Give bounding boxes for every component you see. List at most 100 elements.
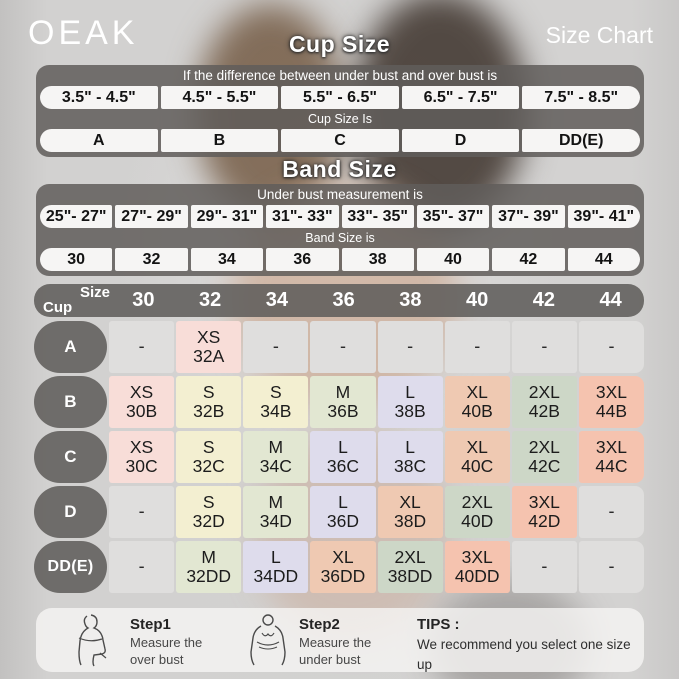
matrix-cell: 2XL 38DD	[377, 541, 443, 593]
matrix-cell: XL 40B	[444, 376, 510, 428]
matrix-cell: 2XL 42C	[511, 431, 577, 483]
step1-title: Step1	[130, 616, 171, 633]
band-value-cell: 40	[416, 248, 490, 271]
matrix-cell-band: 34C	[259, 456, 292, 476]
band-size-table: Under bust measurement is 25"- 27" 27"- 2…	[36, 184, 644, 276]
matrix-cell-size: L	[338, 491, 348, 512]
band-value-cell: 32	[115, 248, 188, 271]
matrix-cell-size: 2XL	[394, 546, 426, 567]
band-size-title: Band Size	[282, 156, 397, 182]
matrix-row-label: DD(E)	[34, 541, 107, 593]
matrix-cell-size: XL	[399, 491, 421, 512]
matrix-cell-band: 38B	[394, 401, 426, 421]
matrix-cell: 2XL 42B	[511, 376, 577, 428]
matrix-cell: M 32DD	[176, 541, 242, 593]
band-range-cell: 31"- 33"	[266, 205, 339, 228]
matrix-cell: -	[511, 321, 577, 373]
cup-value-cell: D	[401, 129, 520, 152]
cup-range-cell: 4.5" - 5.5"	[160, 86, 279, 109]
cup-value-row: A B C D DD(E)	[36, 129, 644, 152]
matrix-cell-band: 32C	[192, 456, 225, 476]
matrix-cell: M 34C	[243, 431, 309, 483]
tips-line1: We recommend you select one size up	[417, 637, 631, 673]
cup-value-cell: C	[281, 129, 399, 152]
matrix-cell-band: 30C	[125, 456, 158, 476]
matrix-row: D - S 32D M 34D L 36D XL 38D 2XL 40D 3XL 42D -	[34, 486, 644, 538]
matrix-cell: L 38B	[377, 376, 443, 428]
matrix-cell: -	[444, 321, 510, 373]
matrix-cell: -	[109, 541, 175, 593]
band-value-cell: 30	[40, 248, 113, 271]
matrix-cell-size: M	[335, 381, 351, 402]
matrix-cell-size: 2XL	[461, 491, 493, 512]
matrix-row: DD(E) - M 32DD L 34DD XL 36DD 2XL 38DD 3XL 40DD - -	[34, 541, 644, 593]
step2-title: Step2	[299, 616, 340, 633]
matrix-cell: S 32B	[176, 376, 242, 428]
matrix-cell-band: 44B	[595, 401, 627, 421]
band-range-cell: 27"- 29"	[115, 205, 188, 228]
matrix-cell-size: XS	[197, 326, 221, 347]
matrix-cell: -	[578, 321, 644, 373]
step1-line2: over bust	[130, 651, 184, 667]
matrix-cell-size: XL	[466, 436, 488, 457]
matrix-cell-band: 34D	[259, 511, 292, 531]
matrix-cell: -	[511, 541, 577, 593]
matrix-cell-band: 42D	[528, 511, 561, 531]
matrix-row: B XS 30B S 32B S 34B M 36B L 38B XL 40B 2XL 42B 3XL 44B	[34, 376, 644, 428]
matrix-cell-band: 38DD	[387, 566, 433, 586]
matrix-row: C XS 30C S 32C M 34C L 36C L 38C XL 40C 2XL 42C 3XL 44C	[34, 431, 644, 483]
cup-range-cell: 3.5" - 4.5"	[40, 86, 158, 109]
band-value-row: 30 32 34 36 38 40 42 44	[36, 248, 644, 271]
matrix-cell: -	[310, 321, 376, 373]
matrix-row-label: A	[34, 321, 107, 373]
cup-value-cell: B	[160, 129, 279, 152]
cup-size-title: Cup Size	[288, 31, 391, 57]
matrix-row-label: B	[34, 376, 107, 428]
matrix-column-header: 34	[265, 289, 288, 311]
matrix-column-header: 42	[532, 289, 555, 311]
matrix-corner-cell: Size Cup	[34, 284, 110, 317]
band-table-header: Under bust measurement is	[257, 187, 423, 202]
matrix-row: A - XS 32A - - - - - -	[34, 321, 644, 373]
page-title: Size Chart	[545, 22, 653, 48]
matrix-cell: L 36C	[310, 431, 376, 483]
matrix-cell-size: L	[405, 436, 415, 457]
matrix-cell: -	[243, 321, 309, 373]
step2-block: Step2 Measure the under bust	[299, 616, 371, 669]
matrix-cell-size: S	[202, 381, 215, 402]
matrix-cell-size: 3XL	[461, 546, 493, 567]
matrix-column-header: 32	[199, 289, 222, 311]
matrix-cell: XS 30B	[109, 376, 175, 428]
measure-guide-bar: Step1 Measure the over bust Step2 Measur…	[36, 608, 644, 679]
matrix-cell-size: XL	[466, 381, 488, 402]
cup-size-table: If the difference between under bust and…	[36, 65, 644, 157]
band-value-cell: 36	[266, 248, 339, 271]
matrix-cell-size: M	[268, 436, 284, 457]
cup-range-cell: 5.5" - 6.5"	[281, 86, 399, 109]
matrix-cell-size: S	[202, 436, 215, 457]
matrix-cell-size: 2XL	[528, 436, 560, 457]
matrix-cell: 3XL 44B	[578, 376, 644, 428]
matrix-cell: S 34B	[243, 376, 309, 428]
matrix-cell: XL 40C	[444, 431, 510, 483]
matrix-cell-size: L	[405, 381, 415, 402]
matrix-cell: XL 36DD	[310, 541, 376, 593]
band-range-cell: 39"- 41"	[567, 205, 640, 228]
matrix-cell-band: 30B	[125, 401, 158, 421]
matrix-cell-size: L	[270, 546, 281, 567]
matrix-cell: S 32C	[176, 431, 242, 483]
cup-table-subheader: Cup Size Is	[308, 112, 372, 126]
band-table-subheader: Band Size is	[305, 231, 375, 245]
step2-line2: under bust	[299, 651, 361, 667]
matrix-cell-band: 34DD	[253, 566, 299, 586]
matrix-cell: 3XL 40DD	[444, 541, 510, 593]
matrix-cell: 3XL 44C	[578, 431, 644, 483]
measure-under-bust-icon	[250, 614, 286, 666]
band-value-cell: 34	[190, 248, 264, 271]
matrix-cell-band: 40D	[461, 511, 494, 531]
matrix-cell: 2XL 40D	[444, 486, 510, 538]
matrix-cell-size: L	[338, 436, 348, 457]
matrix-cell-band: 32DD	[186, 566, 232, 586]
matrix-cell: M 36B	[310, 376, 376, 428]
matrix-cell-band: 36DD	[320, 566, 366, 586]
